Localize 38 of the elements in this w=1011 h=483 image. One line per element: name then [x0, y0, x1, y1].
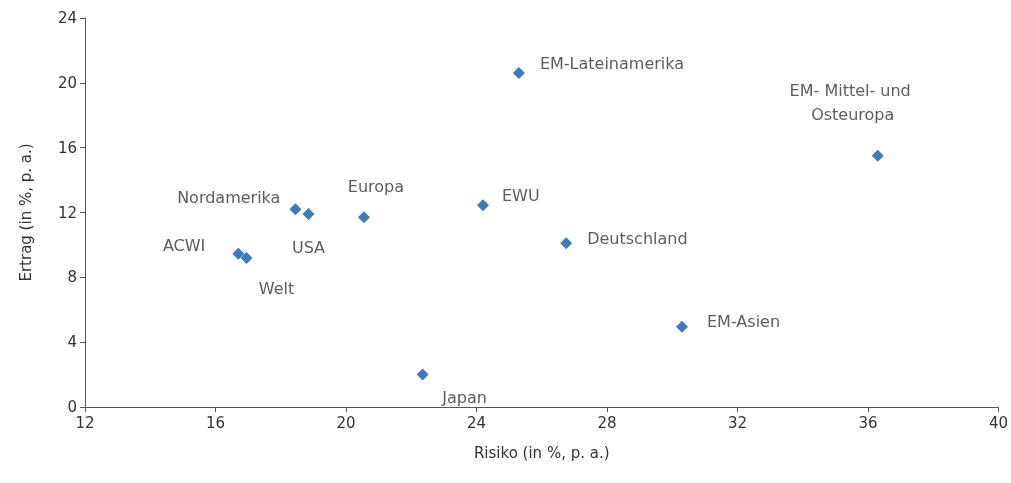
series-label: EM-Asien [707, 312, 781, 332]
x-axis-title: Risiko (in %, p. a.) [473, 443, 610, 462]
x-tick-label: 36 [858, 413, 878, 432]
y-tick-label: 4 [67, 333, 77, 352]
point [416, 368, 429, 381]
y-tick-label: 16 [57, 138, 77, 157]
point [871, 149, 884, 162]
y-tick-label: 0 [67, 398, 77, 416]
series-label: Nordamerika [177, 187, 281, 207]
y-tick-label: 24 [57, 9, 77, 27]
point [477, 199, 490, 212]
point [232, 247, 245, 260]
point [302, 208, 315, 221]
y-tick-label: 8 [67, 268, 77, 287]
series-label: Europa [347, 176, 405, 196]
x-tick-label: 20 [336, 413, 356, 432]
text: EM- Mittel- und Osteuropa [789, 81, 916, 125]
series-label: ACWI [162, 236, 206, 256]
point [357, 211, 370, 224]
y-tick-label: 12 [57, 203, 77, 222]
x-tick-label: 32 [727, 413, 748, 432]
point [676, 320, 689, 333]
y-axis-title: Ertrag (in %, p. a.) [16, 143, 35, 282]
series-label: EM-Lateinamerika [539, 53, 685, 73]
series-label: Welt [258, 279, 295, 299]
series-label: Japan [441, 388, 487, 408]
y-tick-label: 20 [57, 73, 77, 92]
point [560, 237, 573, 250]
series-label: USA [291, 237, 326, 257]
series-label: Deutschland [587, 228, 688, 248]
series-label: EWU [502, 185, 540, 205]
x-tick-label: 40 [988, 413, 1008, 432]
point [512, 67, 525, 80]
x-tick-label: 28 [597, 413, 617, 432]
x-tick-label: 24 [466, 413, 487, 432]
point [240, 251, 253, 264]
point [289, 203, 302, 216]
x-tick-label: 16 [205, 413, 226, 432]
